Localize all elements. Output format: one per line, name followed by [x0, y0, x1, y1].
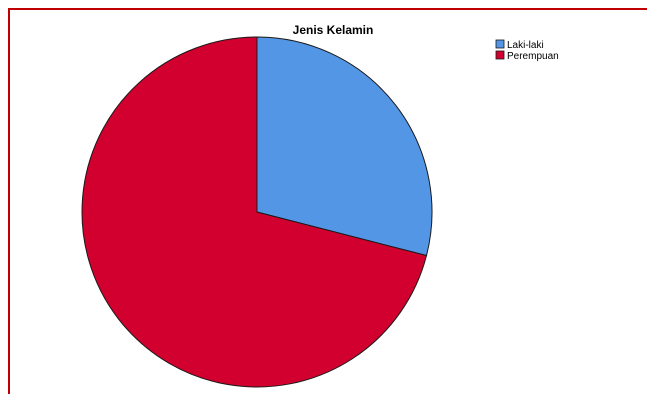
pie-slices	[81, 36, 433, 388]
pie-slice-laki-laki	[256, 36, 433, 257]
legend-label-perempuan: Perempuan	[507, 51, 559, 62]
legend-swatch-laki-laki	[495, 39, 505, 49]
legend-swatch-perempuan	[495, 50, 505, 60]
chart-title: Jenis Kelamin	[293, 23, 374, 37]
legend-label-laki-laki: Laki-laki	[507, 40, 544, 51]
pie-slice-perempuan	[81, 36, 428, 388]
